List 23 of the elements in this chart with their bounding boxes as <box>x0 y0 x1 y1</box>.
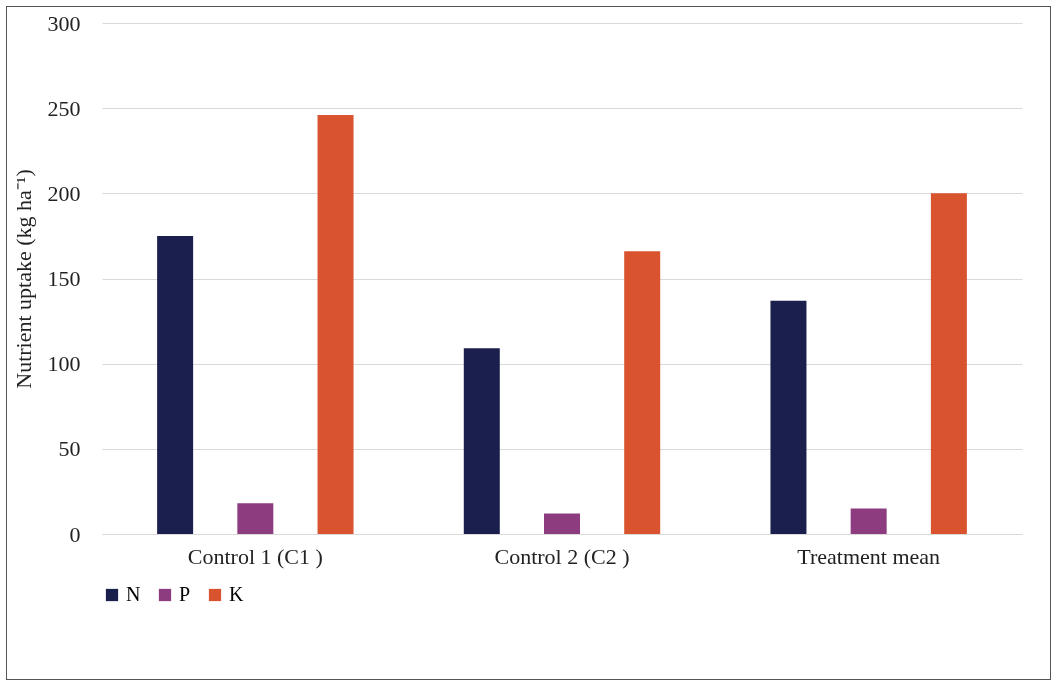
y-tick-label: 200 <box>47 180 81 206</box>
y-tick-label: 0 <box>69 521 81 547</box>
bar <box>237 503 274 534</box>
bar <box>463 348 500 534</box>
bar <box>850 508 887 534</box>
bar <box>544 513 580 534</box>
y-tick-label: 250 <box>47 95 81 121</box>
y-tick-label: 300 <box>47 10 81 36</box>
y-tick-label: 100 <box>47 351 81 377</box>
x-tick-label: Treatment mean <box>797 543 941 569</box>
bar <box>624 251 661 534</box>
y-axis-title: Nutrient uptake (kg ha⁻¹) <box>10 169 36 389</box>
y-tick-label: 50 <box>58 436 81 462</box>
x-tick-label: Control 2 (C2 ) <box>494 543 630 569</box>
bar <box>317 114 354 534</box>
legend-label: K <box>229 583 244 605</box>
x-tick-label: Control 1 (C1 ) <box>187 543 323 569</box>
legend-label: P <box>179 583 191 605</box>
bar <box>157 235 194 534</box>
legend-label: N <box>126 583 141 605</box>
bar <box>770 300 807 534</box>
y-tick-label: 150 <box>47 266 81 291</box>
bar <box>930 193 967 534</box>
